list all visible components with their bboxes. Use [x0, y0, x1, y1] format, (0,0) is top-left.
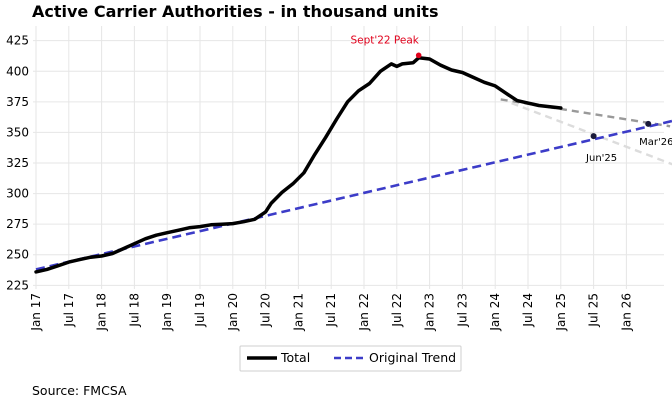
marker-point: [590, 133, 597, 140]
x-tick-label: Jan 21: [291, 293, 305, 332]
marker-label: Mar'26: [639, 137, 672, 148]
x-tick-label: Jul 19: [193, 293, 207, 328]
y-tick-label: 325: [6, 156, 29, 170]
y-tick-label: 425: [6, 34, 29, 48]
y-tick-label: 375: [6, 95, 29, 109]
x-tick-label: Jul 23: [455, 293, 469, 328]
series-line-original-trend: [35, 119, 672, 271]
marker-point: [645, 120, 652, 127]
x-tick-label: Jan 19: [160, 293, 174, 332]
y-tick-label: 250: [6, 248, 29, 262]
y-axis-ticks: 225 250 275 300 325 350 375 400 425: [6, 34, 29, 293]
legend-label-total: Total: [280, 350, 310, 365]
x-tick-label: Jul 21: [324, 293, 338, 328]
x-tick-label: Jul 20: [259, 293, 273, 328]
marker-label: Jun'25: [585, 153, 617, 164]
y-tick-label: 300: [6, 187, 29, 201]
x-tick-label: Jul 17: [62, 293, 76, 328]
x-tick-label: Jan 17: [29, 293, 43, 332]
legend: Total Original Trend: [239, 345, 462, 372]
chart-title: Active Carrier Authorities - in thousand…: [32, 2, 438, 21]
x-tick-label: Jan 22: [357, 293, 371, 332]
series-line-total: [34, 56, 563, 274]
x-tick-label: Jan 26: [619, 293, 633, 332]
x-tick-label: Jul 24: [521, 293, 535, 328]
x-tick-label: Jan 20: [226, 293, 240, 332]
y-tick-label: 225: [6, 278, 29, 292]
x-tick-label: Jan 18: [95, 293, 109, 332]
marker-point: [415, 52, 422, 59]
grid: [33, 26, 664, 289]
x-tick-label: Jul 22: [390, 293, 404, 328]
y-tick-label: 400: [6, 64, 29, 78]
y-tick-label: 275: [6, 217, 29, 231]
legend-label-original-trend: Original Trend: [369, 350, 456, 365]
x-tick-label: Jul 18: [127, 293, 141, 328]
x-tick-label: Jul 25: [587, 293, 601, 328]
x-tick-label: Jan 23: [423, 293, 437, 332]
markers: Sept'22 Peak Jun'25 Mar'26: [350, 34, 672, 164]
x-axis-ticks: Jan 17 Jul 17 Jan 18 Jul 18 Jan 19 Jul 19 Jan …: [29, 293, 633, 332]
source-note: Source: FMCSA: [32, 383, 127, 398]
y-tick-label: 350: [6, 125, 29, 139]
marker-label: Sept'22 Peak: [350, 34, 419, 46]
x-tick-label: Jan 24: [488, 293, 502, 332]
series-lines: [34, 56, 672, 274]
x-tick-label: Jan 25: [554, 293, 568, 332]
